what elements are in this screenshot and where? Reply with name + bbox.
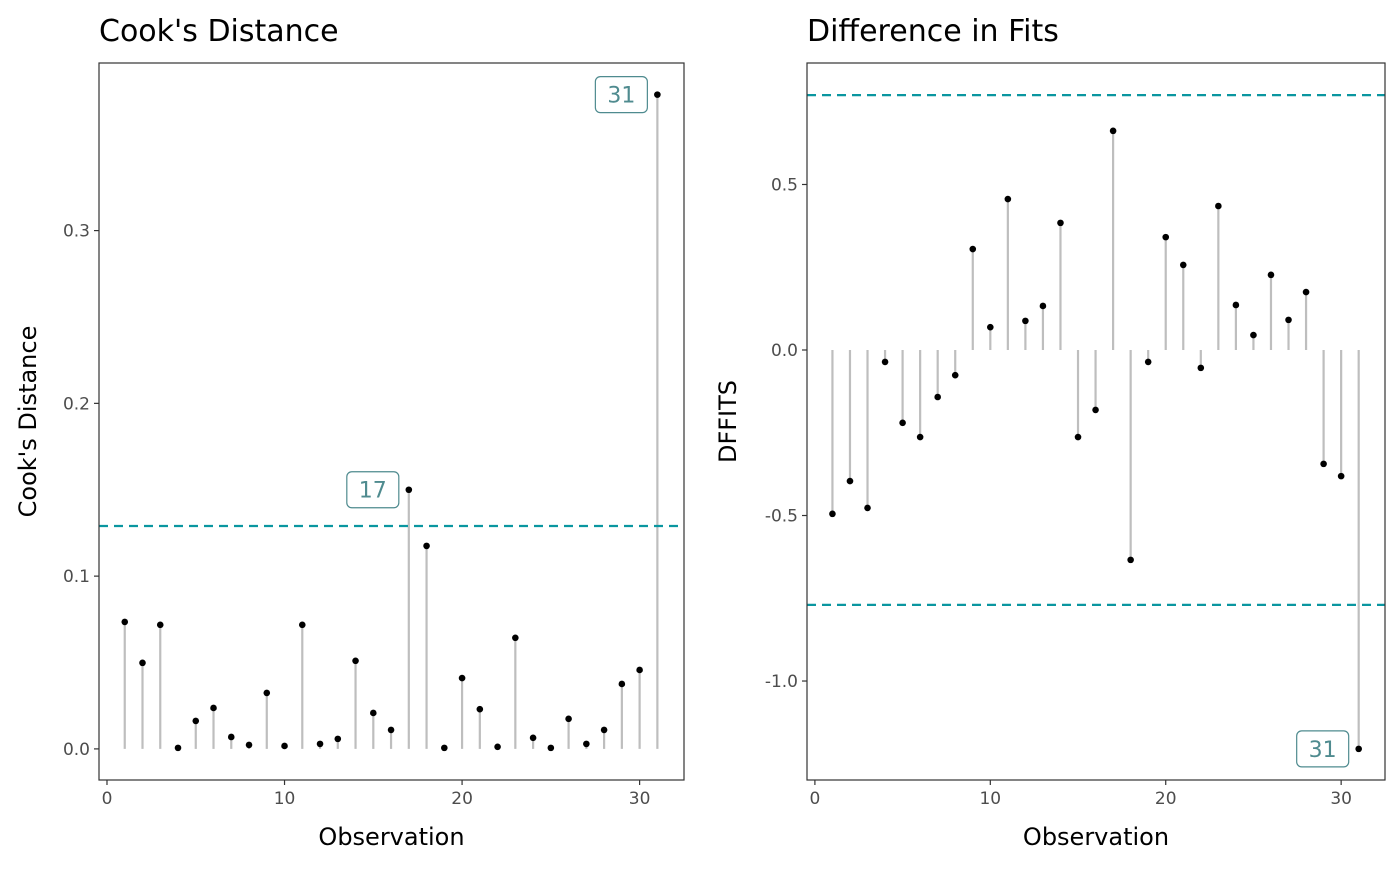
x-tick-label: 0 [809, 789, 820, 809]
chart-title: Difference in Fits [807, 14, 1059, 49]
label-text: 31 [607, 84, 635, 109]
data-point [916, 433, 924, 441]
data-point [600, 726, 608, 734]
data-point [1144, 358, 1152, 366]
data-point [987, 323, 994, 331]
point-label: 31 [594, 76, 648, 114]
data-point [864, 504, 871, 512]
x-tick-label: 20 [1155, 789, 1177, 809]
y-axis-label: Cook's Distance [14, 326, 42, 518]
label-text: 31 [1309, 738, 1337, 763]
data-point [547, 744, 555, 752]
panel-2: Difference in Fits 31 0 10 20 30 -1.0 -0.5 0.0 0.… [714, 14, 1386, 851]
data-point [476, 705, 484, 713]
data-point [1197, 364, 1205, 372]
x-tick-label: 10 [979, 789, 1001, 809]
data-point [441, 744, 448, 752]
data-point [1179, 261, 1187, 269]
data-point [899, 419, 906, 427]
label-box [346, 471, 400, 509]
data-point [1302, 288, 1310, 296]
data-point [512, 634, 519, 642]
x-tick-label: 30 [629, 789, 651, 809]
x-axis-label: Observation [318, 823, 464, 851]
data-point [405, 486, 413, 494]
data-point [192, 717, 200, 725]
plot-panel-border [98, 62, 685, 781]
data-point [583, 740, 590, 748]
y-tick-label: -0.5 [765, 507, 798, 527]
data-point [387, 726, 395, 734]
data-point [174, 744, 182, 752]
y-axis-label: DFFITS [714, 380, 742, 463]
data-point [494, 743, 501, 751]
x-tick-label: 30 [1330, 789, 1352, 809]
data-point [1250, 331, 1257, 339]
data-point [1127, 556, 1134, 564]
data-point [281, 742, 288, 750]
data-point [210, 704, 217, 712]
data-point [316, 740, 324, 748]
y-tick-label: 0.3 [63, 222, 90, 242]
point-label: 31 [1296, 730, 1350, 768]
y-tick-label: 0.2 [63, 394, 90, 414]
data-point [245, 741, 253, 749]
panel-1: Cook's Distance 17 31 0 10 20 30 0.0 0.1 0.2 0.3 Ob… [14, 14, 685, 851]
data-point [1057, 219, 1064, 227]
data-point [654, 91, 661, 98]
x-tick-label: 10 [274, 789, 296, 809]
data-point [1074, 433, 1082, 441]
y-tick-label: 0.5 [771, 175, 798, 195]
label-box [594, 76, 648, 114]
data-point [951, 371, 959, 379]
data-point [1039, 302, 1047, 310]
data-point [1162, 233, 1170, 241]
data-point [370, 709, 377, 717]
data-point [352, 657, 359, 665]
data-point [423, 542, 430, 550]
y-tick-label: -1.0 [765, 672, 798, 692]
chart-title: Cook's Distance [99, 14, 339, 49]
data-point [636, 666, 643, 674]
data-point [1320, 460, 1327, 468]
data-point [298, 621, 306, 629]
data-point [1092, 406, 1099, 414]
data-point [934, 393, 941, 401]
y-tick-label: 0.1 [63, 567, 90, 587]
data-point [1267, 271, 1275, 279]
data-point [1355, 745, 1362, 753]
point-label: 17 [346, 471, 400, 509]
data-point [334, 735, 342, 743]
label-box [1296, 730, 1350, 768]
x-tick-label: 20 [451, 789, 473, 809]
label-text: 17 [359, 479, 387, 504]
data-point [529, 734, 537, 742]
data-point [1285, 316, 1292, 324]
data-point [829, 510, 836, 518]
data-point [1215, 202, 1222, 210]
data-point [227, 733, 235, 741]
y-tick-label: 0.0 [771, 341, 798, 361]
data-point [139, 659, 146, 667]
data-point [263, 689, 271, 697]
data-point [156, 621, 164, 629]
data-point [121, 618, 129, 626]
data-point [565, 715, 572, 723]
x-axis-label: Observation [1023, 823, 1169, 851]
data-point [1022, 317, 1029, 325]
data-point [1232, 301, 1240, 309]
data-point [618, 680, 626, 688]
y-tick-label: 0.0 [63, 740, 90, 760]
data-point [969, 245, 977, 253]
data-point [458, 674, 466, 682]
data-point [1337, 472, 1345, 480]
data-point [1109, 127, 1117, 135]
plot-panel-border [806, 62, 1386, 781]
data-point [881, 358, 889, 366]
data-point [846, 477, 854, 485]
data-point [1004, 195, 1012, 203]
x-tick-label: 0 [102, 789, 113, 809]
